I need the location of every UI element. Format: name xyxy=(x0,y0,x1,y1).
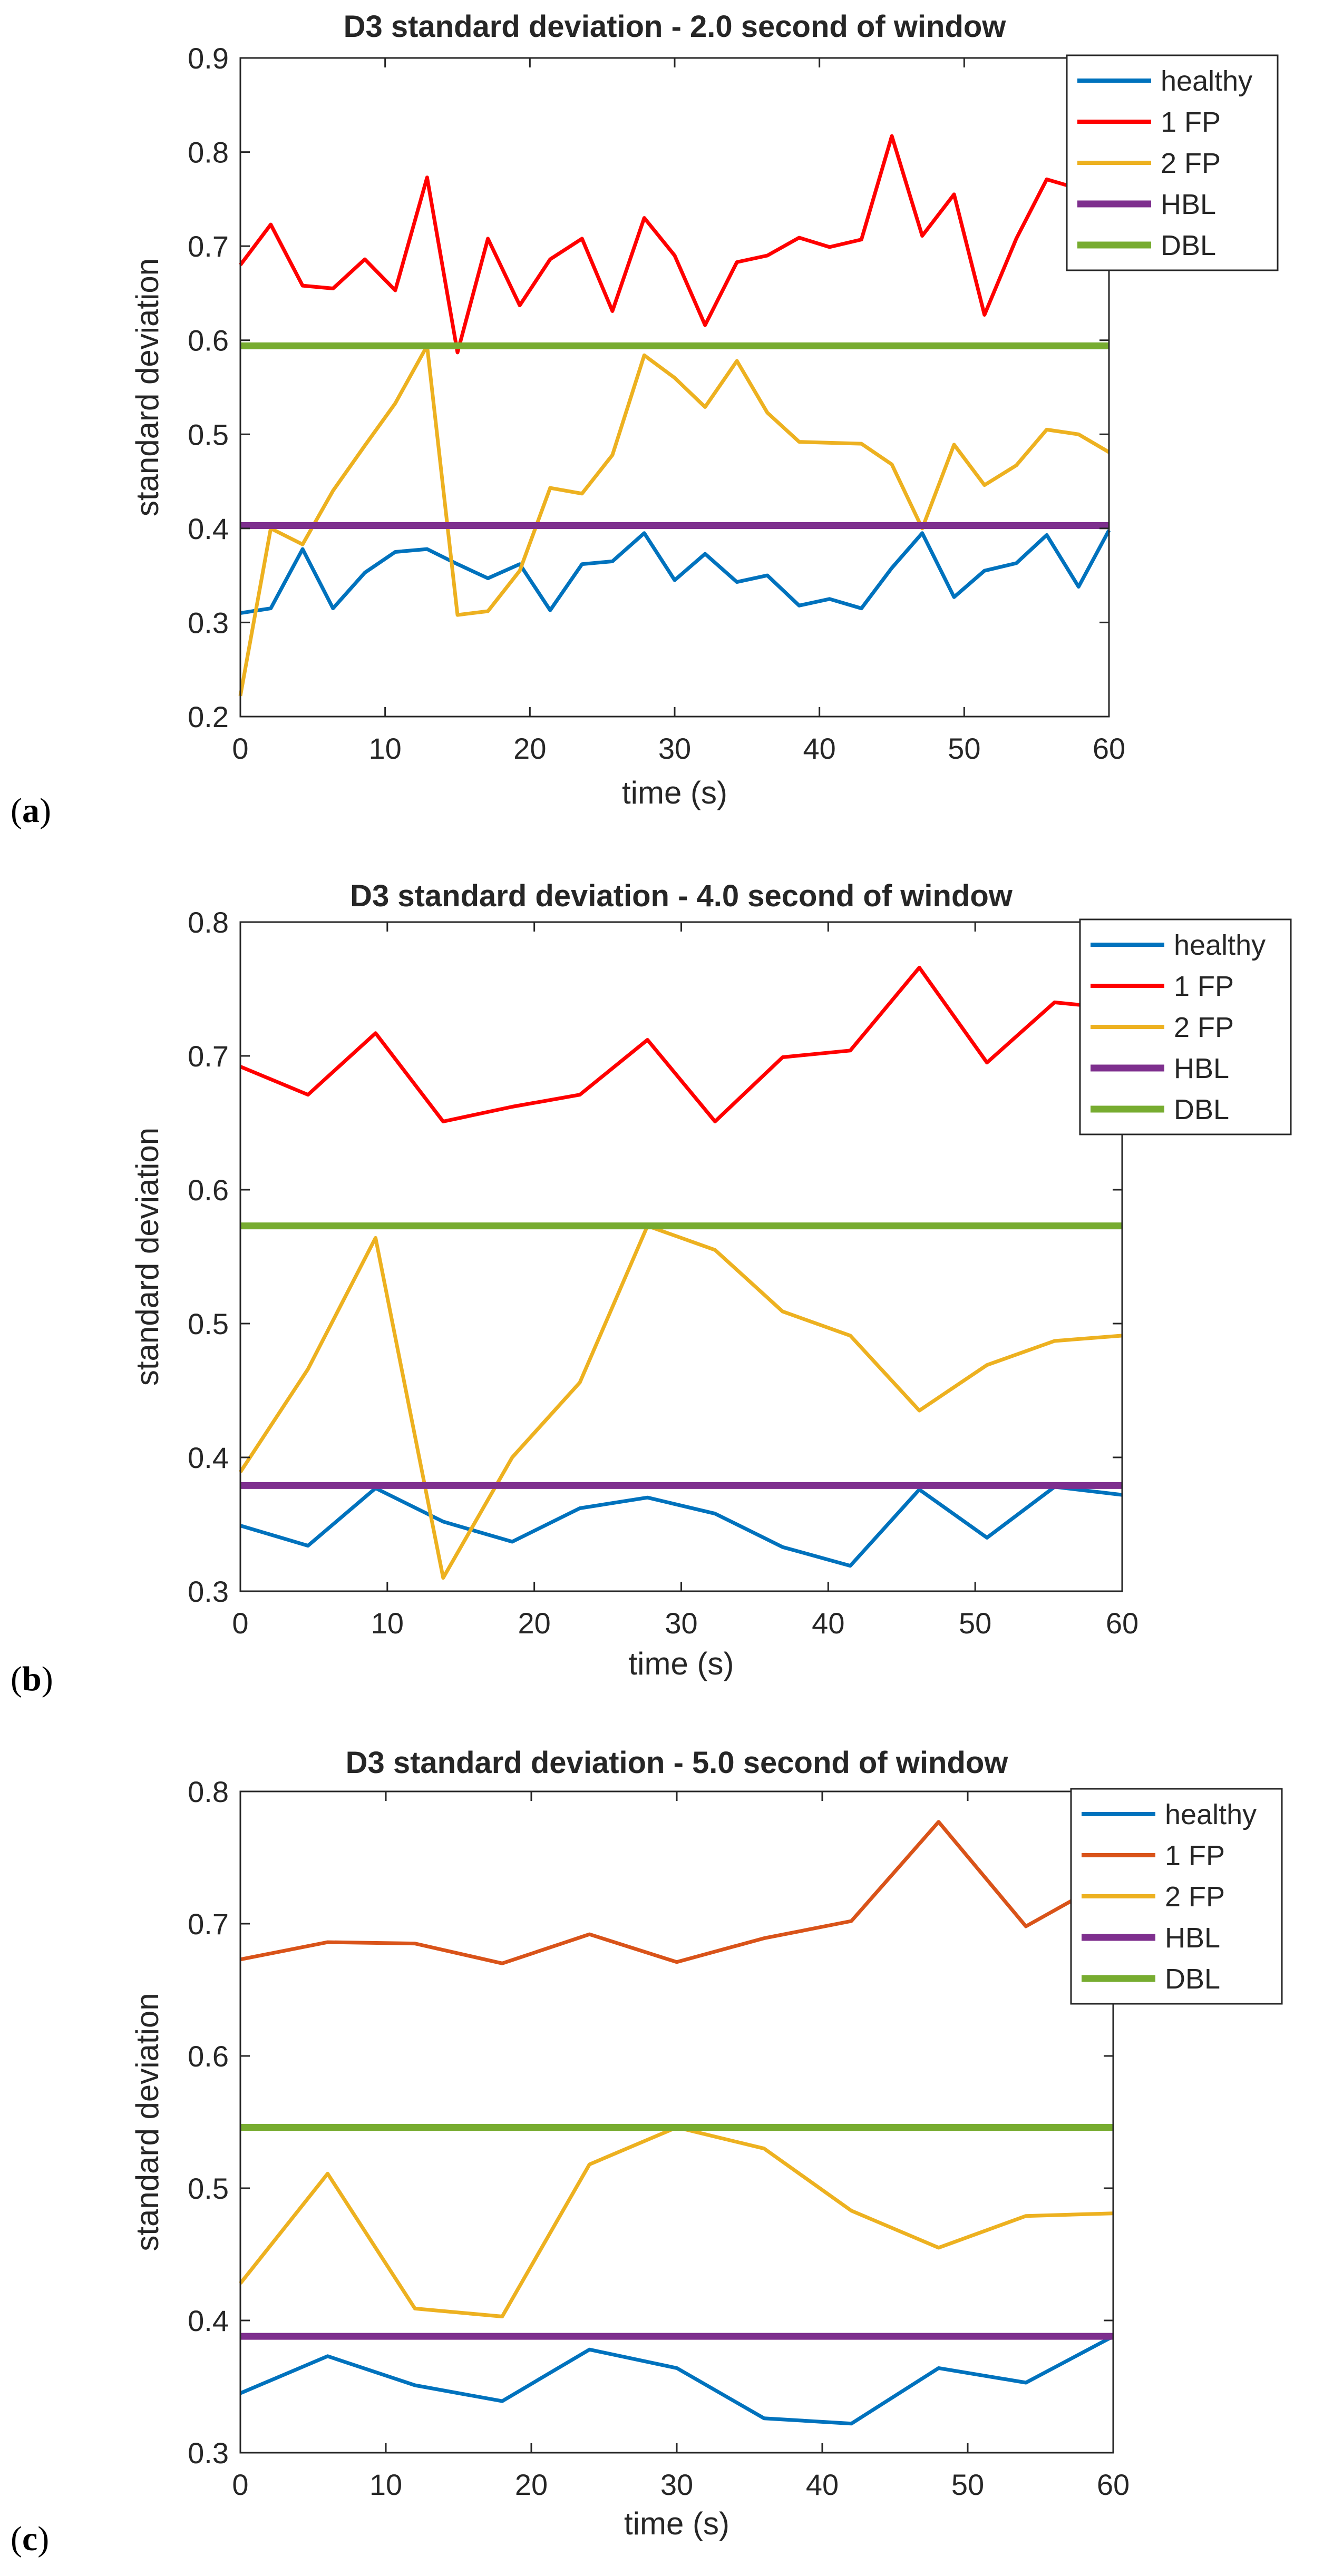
legend: healthy 1 FP 2 FP HBL DBL xyxy=(1066,54,1279,271)
chart-title: D3 standard deviation - 5.0 second of wi… xyxy=(346,1746,1009,1780)
series-line-healthy xyxy=(239,2335,1114,2426)
legend-label: HBL xyxy=(1165,1922,1220,1954)
x-axis-label: time (s) xyxy=(629,1646,734,1681)
series-line-2-fp xyxy=(239,1224,1123,1580)
series-line-2-fp xyxy=(238,344,1110,697)
y-tick-label: 0.4 xyxy=(188,2304,229,2337)
plot-area xyxy=(239,57,1110,718)
y-tick-label: 0.7 xyxy=(188,230,229,263)
y-tick-label: 0.5 xyxy=(188,418,229,451)
y-tick-label: 0.2 xyxy=(188,700,229,733)
y-tick-label: 0.6 xyxy=(188,324,229,357)
series-line-1-fp xyxy=(240,1820,1114,1965)
legend-label: healthy xyxy=(1174,929,1266,961)
x-tick-label: 60 xyxy=(1093,732,1125,765)
legend-label: DBL xyxy=(1174,1094,1229,1125)
panel-label: (a) xyxy=(11,791,51,830)
y-tick-label: 0.9 xyxy=(188,42,229,75)
x-axis-label: time (s) xyxy=(624,2506,729,2541)
x-tick-label: 60 xyxy=(1097,2468,1130,2501)
x-tick-label: 30 xyxy=(665,1607,697,1640)
y-tick-label: 0.4 xyxy=(188,512,229,545)
y-tick-label: 0.3 xyxy=(188,1575,229,1608)
y-tick-label: 0.5 xyxy=(188,1307,229,1340)
legend-label: healthy xyxy=(1161,65,1252,97)
series-line-1-fp xyxy=(239,134,1111,355)
y-tick-label: 0.4 xyxy=(188,1441,229,1474)
legend-label: HBL xyxy=(1174,1053,1229,1084)
legend-label: HBL xyxy=(1161,189,1216,220)
x-tick-label: 50 xyxy=(948,732,980,765)
legend-label: 1 FP xyxy=(1174,971,1234,1002)
series-line-healthy xyxy=(240,529,1111,615)
x-tick-label: 30 xyxy=(658,732,691,765)
x-tick-label: 0 xyxy=(232,732,248,765)
legend-label: healthy xyxy=(1165,1799,1257,1830)
x-tick-label: 60 xyxy=(1106,1607,1138,1640)
y-axis-label: standard deviation xyxy=(130,258,165,516)
y-tick-label: 0.6 xyxy=(188,1173,229,1207)
series-line-healthy xyxy=(240,1485,1123,1568)
y-tick-label: 0.5 xyxy=(188,2172,229,2205)
x-axis-label: time (s) xyxy=(622,775,727,810)
chart-panel: D3 standard deviation - 5.0 second of wi… xyxy=(11,1746,1283,2558)
legend-label: 1 FP xyxy=(1165,1840,1225,1872)
x-tick-label: 0 xyxy=(232,2468,248,2501)
y-tick-label: 0.3 xyxy=(188,2436,229,2470)
panel-label: (c) xyxy=(11,2520,49,2558)
plot-area xyxy=(239,1790,1114,2454)
panel-label: (b) xyxy=(11,1660,53,1698)
x-tick-label: 20 xyxy=(518,1607,551,1640)
legend: healthy 1 FP 2 FP HBL DBL xyxy=(1070,1788,1283,2005)
y-tick-label: 0.8 xyxy=(188,1775,229,1808)
chart-panel: D3 standard deviation - 4.0 second of wi… xyxy=(11,879,1292,1698)
x-tick-label: 10 xyxy=(369,2468,402,2501)
x-tick-label: 50 xyxy=(959,1607,991,1640)
legend-label: 1 FP xyxy=(1161,106,1221,138)
x-tick-label: 50 xyxy=(951,2468,984,2501)
x-tick-label: 0 xyxy=(232,1607,248,1640)
y-tick-label: 0.3 xyxy=(188,606,229,639)
series-line-1-fp xyxy=(239,965,1123,1123)
legend-label: 2 FP xyxy=(1174,1012,1234,1043)
y-tick-label: 0.7 xyxy=(188,1907,229,1941)
legend-label: DBL xyxy=(1161,230,1216,261)
chart-title: D3 standard deviation - 4.0 second of wi… xyxy=(350,879,1013,913)
legend-label: 2 FP xyxy=(1165,1881,1225,1913)
x-tick-label: 20 xyxy=(515,2468,548,2501)
chart-panel: D3 standard deviation - 2.0 second of wi… xyxy=(11,9,1279,830)
y-tick-label: 0.8 xyxy=(188,136,229,169)
x-tick-label: 40 xyxy=(803,732,836,765)
legend-label: 2 FP xyxy=(1161,148,1221,179)
legend: healthy 1 FP 2 FP HBL DBL xyxy=(1079,918,1292,1135)
x-tick-label: 10 xyxy=(371,1607,404,1640)
legend-label: DBL xyxy=(1165,1963,1220,1995)
x-tick-label: 10 xyxy=(369,732,402,765)
y-axis-label: standard deviation xyxy=(130,1993,165,2251)
x-tick-label: 30 xyxy=(660,2468,693,2501)
x-tick-label: 40 xyxy=(812,1607,844,1640)
chart-title: D3 standard deviation - 2.0 second of wi… xyxy=(344,9,1007,44)
y-tick-label: 0.6 xyxy=(188,2040,229,2073)
plot-area xyxy=(239,921,1123,1592)
x-tick-label: 20 xyxy=(513,732,546,765)
y-tick-label: 0.8 xyxy=(188,906,229,939)
y-axis-label: standard deviation xyxy=(130,1128,165,1386)
y-tick-label: 0.7 xyxy=(188,1040,229,1073)
x-tick-label: 40 xyxy=(806,2468,839,2501)
